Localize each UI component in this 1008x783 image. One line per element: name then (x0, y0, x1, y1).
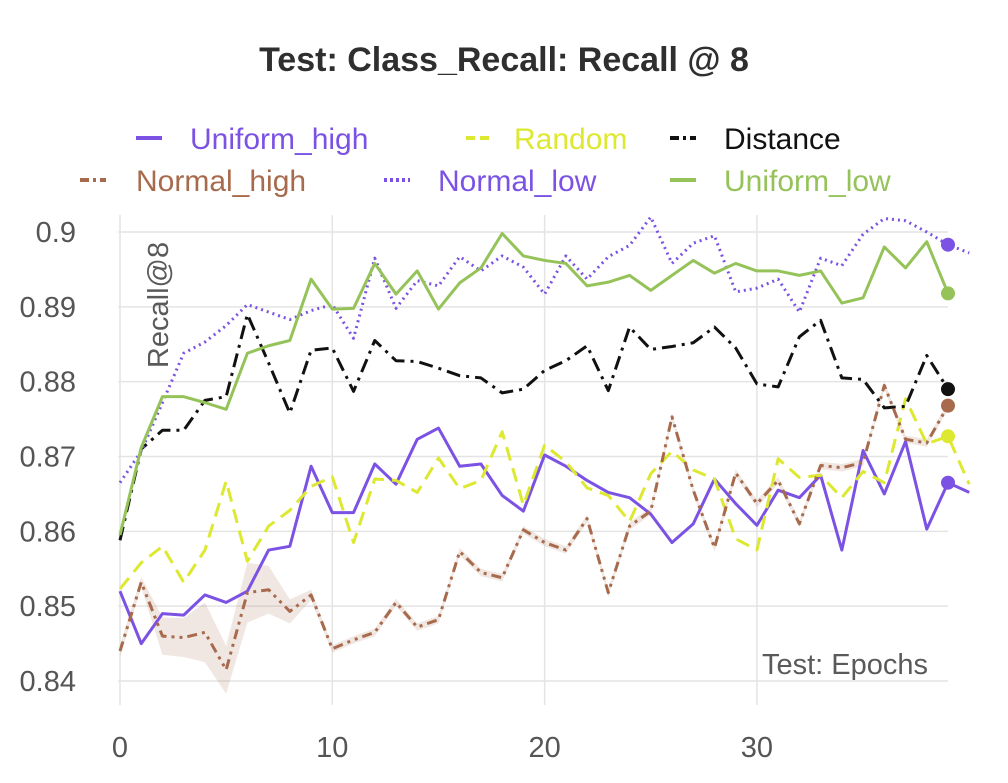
legend-label: Uniform_low (724, 165, 891, 198)
confidence-bands (120, 381, 948, 694)
distance-end-marker (941, 382, 955, 397)
x-tick-label: 20 (528, 732, 560, 764)
y-tick-label: 0.86 (20, 516, 76, 548)
legend-item-uniform-low[interactable]: Uniform_low (670, 165, 891, 198)
chart-title: Test: Class_Recall: Recall @ 8 (259, 41, 749, 79)
end-markers (941, 237, 955, 490)
uniform-high-line (118, 426, 970, 646)
random-line (118, 397, 971, 590)
legend-label: Normal_low (438, 165, 597, 198)
legend-label: Normal_high (136, 165, 306, 198)
y-tick-label: 0.84 (20, 666, 76, 698)
x-tick-label: 10 (316, 732, 348, 764)
y-axis-ticks: 0.84 0.85 0.86 0.87 0.88 0.89 0.9 (20, 217, 76, 698)
legend-item-normal-low[interactable]: Normal_low (384, 165, 597, 198)
normal-low-line (118, 215, 970, 484)
x-axis-label: Test: Epochs (762, 649, 928, 681)
y-tick-label: 0.85 (20, 591, 76, 623)
distance-line (118, 312, 950, 541)
normal-high-end-marker (941, 398, 955, 413)
uniform-low-end-marker (941, 286, 955, 301)
normal-high-band (120, 381, 948, 694)
y-tick-label: 0.88 (20, 367, 76, 399)
legend-item-distance[interactable]: Distance (670, 123, 841, 156)
legend-item-random[interactable]: Random (466, 123, 627, 156)
series-lines (118, 215, 971, 672)
random-end-marker (941, 429, 955, 444)
x-tick-label: 0 (112, 732, 128, 764)
legend-label: Distance (724, 123, 841, 156)
legend-item-uniform-high[interactable]: Uniform_high (136, 123, 368, 156)
legend-item-normal-high[interactable]: Normal_high (80, 165, 306, 198)
legend[interactable]: Uniform_high Random Distance Normal_high Nor… (80, 123, 891, 198)
x-tick-label: 30 (741, 732, 773, 764)
normal-high-line (118, 383, 950, 672)
legend-label: Random (514, 123, 627, 156)
y-tick-label: 0.89 (20, 292, 76, 324)
y-tick-label: 0.9 (36, 217, 76, 249)
legend-label: Uniform_high (190, 123, 368, 156)
y-axis-label: Recall@8 (143, 242, 175, 368)
normal-low-end-marker (941, 237, 955, 252)
x-axis-ticks: 0 10 20 30 (112, 732, 773, 764)
uniform-low-line (118, 231, 950, 536)
uniform-high-end-marker (941, 475, 955, 490)
y-tick-label: 0.87 (20, 442, 76, 474)
